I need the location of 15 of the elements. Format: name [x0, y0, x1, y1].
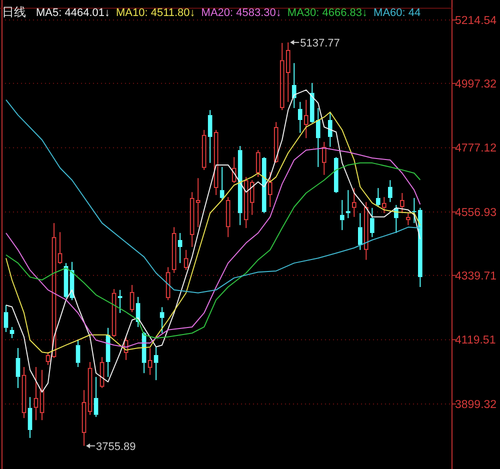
text: MA20: 4583.30↓ [201, 7, 282, 19]
y-tick-label: 4997.32 [455, 78, 497, 90]
text: MA10: 4511.80↓ [116, 7, 196, 19]
text: MA60: 44 [374, 7, 421, 19]
y-tick-label: 4777.12 [455, 142, 497, 155]
y-tick-label: 4556.93 [455, 206, 497, 219]
chart-title: 日线 [2, 5, 26, 19]
annotation: 5137.77 [300, 37, 340, 50]
y-tick-label: 4339.71 [455, 270, 497, 282]
annotation: 3755.89 [96, 440, 136, 453]
text: MA5: 4464.01↓ [36, 7, 110, 19]
text: MA30: 4666.83↓ [287, 7, 368, 19]
y-tick-label: 4119.51 [455, 334, 496, 347]
y-tick-label: 5214.54 [455, 15, 498, 28]
y-tick-label: 3899.32 [455, 398, 497, 411]
